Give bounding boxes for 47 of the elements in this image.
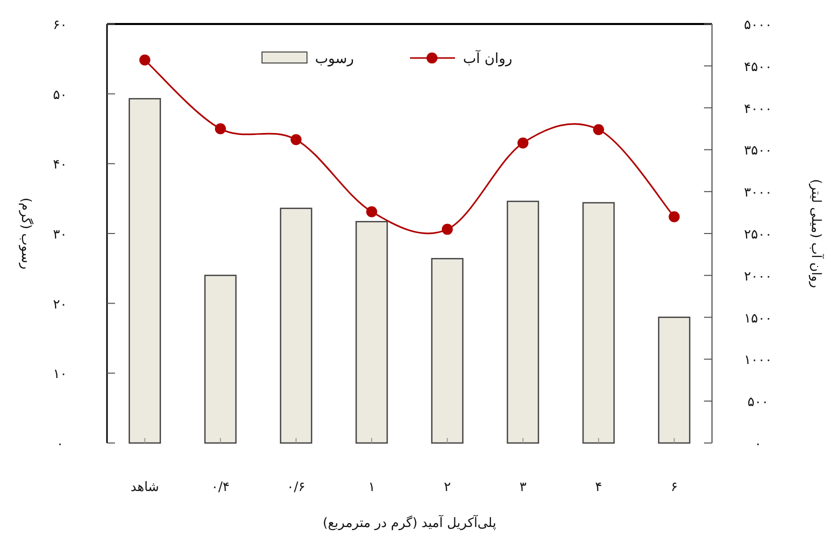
x-tick-label: ۶ bbox=[670, 480, 678, 495]
point bbox=[214, 123, 226, 134]
point bbox=[366, 206, 378, 218]
x-axis-title: پلی‌آکریل آمید (گرم در مترمربع) bbox=[322, 514, 497, 531]
point bbox=[517, 137, 528, 148]
point bbox=[668, 211, 680, 222]
legend-label: رسوب bbox=[315, 51, 354, 67]
point bbox=[442, 224, 453, 235]
x-tick-label: ۱ bbox=[368, 480, 376, 495]
y2-tick-label: ۳۵۰۰ bbox=[744, 144, 772, 159]
x-tick-label: شاهد bbox=[130, 480, 160, 495]
point bbox=[290, 134, 302, 146]
bar bbox=[204, 274, 237, 444]
y2-tick-label: ۲۰۰۰ bbox=[744, 269, 772, 284]
y2-tick-label: ۰ bbox=[754, 437, 762, 452]
y-tick-label: ۶۰ bbox=[53, 18, 67, 33]
bar bbox=[128, 98, 161, 444]
bar bbox=[356, 220, 388, 444]
y2-tick-label: ۱۰۰۰ bbox=[744, 353, 772, 368]
y-tick-label: ۱۰ bbox=[53, 367, 67, 382]
bar bbox=[658, 316, 690, 444]
y2-tick-label: ۲۵۰۰ bbox=[744, 228, 772, 242]
bar bbox=[431, 258, 464, 444]
y-tick-label: ۳۰ bbox=[53, 228, 67, 242]
y2-axis-title: روان آب (میلی لیتر) bbox=[808, 178, 825, 288]
x-tick-label: ۴ bbox=[595, 480, 602, 495]
bar bbox=[506, 200, 540, 444]
y2-tick-label: ۳۰۰۰ bbox=[744, 186, 772, 201]
y-tick-label: ۵۰ bbox=[53, 88, 67, 103]
x-tick-label: ۰/۶ bbox=[286, 480, 306, 495]
legend-label: روان آب bbox=[463, 49, 512, 67]
y2-tick-label: ۵۰۰۰ bbox=[744, 18, 772, 33]
x-tick-label: ۳ bbox=[519, 480, 526, 495]
x-tick-label: ۰/۴ bbox=[211, 480, 230, 495]
y-tick-label: ۲۰ bbox=[53, 297, 67, 312]
y-tick-label: ۴۰ bbox=[53, 158, 67, 173]
y2-tick-label: ۴۵۰۰ bbox=[744, 60, 772, 75]
y2-tick-label: ۱۵۰۰ bbox=[744, 311, 772, 326]
point bbox=[139, 54, 150, 66]
y-axis-title: رسوب (گرم) bbox=[18, 198, 34, 270]
x-tick-label: ۲ bbox=[444, 480, 451, 495]
point bbox=[593, 124, 604, 136]
y-tick-label: ۰ bbox=[56, 437, 64, 452]
y2-tick-label: ۵۰۰ bbox=[748, 395, 768, 410]
y2-tick-label: ۴۰۰۰ bbox=[744, 102, 772, 117]
bar bbox=[280, 208, 312, 444]
bar bbox=[582, 202, 615, 444]
